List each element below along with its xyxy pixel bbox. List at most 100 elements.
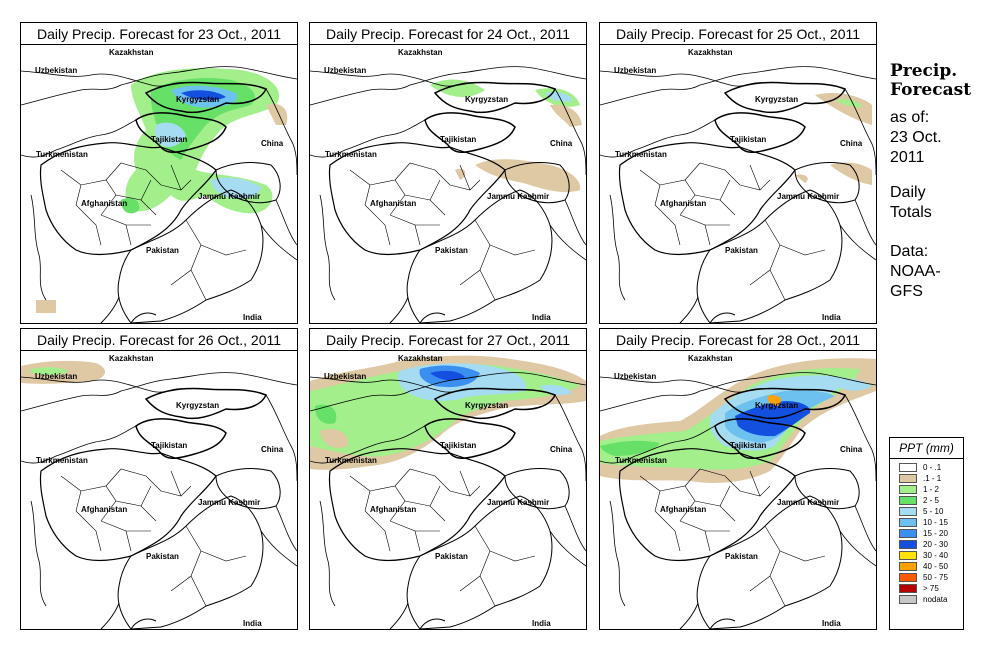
precip-field <box>36 68 288 313</box>
label-turkmenistan: Turkmenistan <box>36 456 88 465</box>
forecast-panel-23-oct: Daily Precip. Forecast for 23 Oct., 2011… <box>20 22 298 324</box>
sidebar-data-source: Data: NOAA- GFS <box>890 242 941 302</box>
legend-swatch <box>899 595 917 604</box>
label-pakistan: Pakistan <box>435 552 468 561</box>
legend-label: .1 - 1 <box>923 474 942 483</box>
label-jammu-kashmir: Jammu Kashmir <box>777 192 839 201</box>
panel-title: Daily Precip. Forecast for 25 Oct., 2011 <box>600 23 876 45</box>
legend-title: PPT (mm) <box>890 438 963 459</box>
label-kyrgyzstan: Kyrgyzstan <box>755 95 798 104</box>
forecast-panel-28-oct: Daily Precip. Forecast for 28 Oct., 2011… <box>599 328 877 630</box>
legend-label: 40 - 50 <box>923 562 948 571</box>
label-afghanistan: Afghanistan <box>81 505 127 514</box>
label-kazakhstan: Kazakhstan <box>398 48 443 57</box>
label-kazakhstan: Kazakhstan <box>688 354 733 363</box>
label-uzbekistan: Uzbekistan <box>35 66 77 75</box>
panel-title: Daily Precip. Forecast for 28 Oct., 2011 <box>600 329 876 351</box>
precip-field <box>21 360 106 384</box>
label-india: India <box>532 313 551 322</box>
label-turkmenistan: Turkmenistan <box>325 150 377 159</box>
forecast-panel-27-oct: Daily Precip. Forecast for 27 Oct., 2011… <box>309 328 587 630</box>
label-china: China <box>550 445 573 454</box>
legend-item: > 75 <box>890 583 963 594</box>
label-india: India <box>532 619 551 628</box>
sidebar-asof-line3: 2011 <box>890 149 925 166</box>
panel-title: Daily Precip. Forecast for 23 Oct., 2011 <box>21 23 297 45</box>
sidebar-data-line1: Data: <box>890 243 929 260</box>
sidebar-asof-line2: 23 Oct. <box>890 129 942 146</box>
precip-map: Kazakhstan Uzbekistan Kyrgyzstan Tajikis… <box>600 48 876 323</box>
label-tajikistan: Tajikistan <box>730 441 766 450</box>
label-kyrgyzstan: Kyrgyzstan <box>465 401 508 410</box>
label-kyrgyzstan: Kyrgyzstan <box>176 401 219 410</box>
label-turkmenistan: Turkmenistan <box>36 150 88 159</box>
label-turkmenistan: Turkmenistan <box>615 150 667 159</box>
legend-swatch <box>899 496 917 505</box>
legend-rows: 0 - .1 .1 - 1 1 - 2 2 - 5 5 - 10 10 - 15 15 - … <box>890 459 963 605</box>
legend-swatch <box>899 540 917 549</box>
label-kyrgyzstan: Kyrgyzstan <box>755 401 798 410</box>
legend-item: .1 - 1 <box>890 473 963 484</box>
panel-title: Daily Precip. Forecast for 24 Oct., 2011 <box>310 23 586 45</box>
label-kyrgyzstan: Kyrgyzstan <box>176 95 219 104</box>
label-uzbekistan: Uzbekistan <box>324 372 366 381</box>
legend-label: 30 - 40 <box>923 551 948 560</box>
label-pakistan: Pakistan <box>725 246 758 255</box>
label-jammu-kashmir: Jammu Kashmir <box>198 192 260 201</box>
legend-label: 5 - 10 <box>923 507 944 516</box>
forecast-panel-26-oct: Daily Precip. Forecast for 26 Oct., 2011… <box>20 328 298 630</box>
panel-title: Daily Precip. Forecast for 27 Oct., 2011 <box>310 329 586 351</box>
label-china: China <box>261 445 284 454</box>
precip-map: Kazakhstan Uzbekistan Kyrgyzstan Tajikis… <box>600 354 876 629</box>
label-jammu-kashmir: Jammu Kashmir <box>487 192 549 201</box>
forecast-panel-25-oct: Daily Precip. Forecast for 25 Oct., 2011… <box>599 22 877 324</box>
sidebar-title-line1: Precip. <box>890 61 958 81</box>
legend-swatch <box>899 463 917 472</box>
legend-swatch <box>899 584 917 593</box>
precip-legend: PPT (mm) 0 - .1 .1 - 1 1 - 2 2 - 5 5 - 10 10 … <box>889 437 964 630</box>
label-china: China <box>840 139 863 148</box>
sidebar-daily: Daily Totals <box>890 183 932 223</box>
legend-swatch <box>899 551 917 560</box>
forecast-panel-24-oct: Daily Precip. Forecast for 24 Oct., 2011… <box>309 22 587 324</box>
sidebar-asof: as of: 23 Oct. 2011 <box>890 108 942 168</box>
label-india: India <box>243 313 262 322</box>
precip-map: Kazakhstan Uzbekistan Kyrgyzstan Tajikis… <box>310 48 586 323</box>
legend-swatch <box>899 529 917 538</box>
label-kazakhstan: Kazakhstan <box>109 354 154 363</box>
sidebar-daily-line2: Totals <box>890 204 932 221</box>
label-turkmenistan: Turkmenistan <box>615 456 667 465</box>
legend-label: 15 - 20 <box>923 529 948 538</box>
label-kazakhstan: Kazakhstan <box>109 48 154 57</box>
legend-label: nodata <box>923 595 948 604</box>
label-uzbekistan: Uzbekistan <box>35 372 77 381</box>
legend-label: 20 - 30 <box>923 540 948 549</box>
label-uzbekistan: Uzbekistan <box>614 66 656 75</box>
label-jammu-kashmir: Jammu Kashmir <box>487 498 549 507</box>
precip-map: Kazakhstan Uzbekistan Kyrgyzstan Tajikis… <box>310 354 586 629</box>
sidebar-title: Precip. Forecast <box>890 62 971 100</box>
legend-swatch <box>899 485 917 494</box>
label-tajikistan: Tajikistan <box>151 135 187 144</box>
label-jammu-kashmir: Jammu Kashmir <box>198 498 260 507</box>
legend-item: nodata <box>890 594 963 605</box>
sidebar-data-line2: NOAA- <box>890 263 941 280</box>
legend-item: 5 - 10 <box>890 506 963 517</box>
label-pakistan: Pakistan <box>146 552 179 561</box>
label-pakistan: Pakistan <box>435 246 468 255</box>
label-turkmenistan: Turkmenistan <box>325 456 377 465</box>
legend-swatch <box>899 507 917 516</box>
label-afghanistan: Afghanistan <box>370 199 416 208</box>
legend-label: 0 - .1 <box>923 463 942 472</box>
label-tajikistan: Tajikistan <box>151 441 187 450</box>
label-uzbekistan: Uzbekistan <box>324 66 366 75</box>
legend-swatch <box>899 518 917 527</box>
legend-label: 10 - 15 <box>923 518 948 527</box>
legend-item: 15 - 20 <box>890 528 963 539</box>
panel-title: Daily Precip. Forecast for 26 Oct., 2011 <box>21 329 297 351</box>
legend-swatch <box>899 474 917 483</box>
legend-swatch <box>899 573 917 582</box>
precip-map: Kazakhstan Uzbekistan Kyrgyzstan Tajikis… <box>21 48 297 323</box>
label-tajikistan: Tajikistan <box>440 441 476 450</box>
label-india: India <box>822 313 841 322</box>
